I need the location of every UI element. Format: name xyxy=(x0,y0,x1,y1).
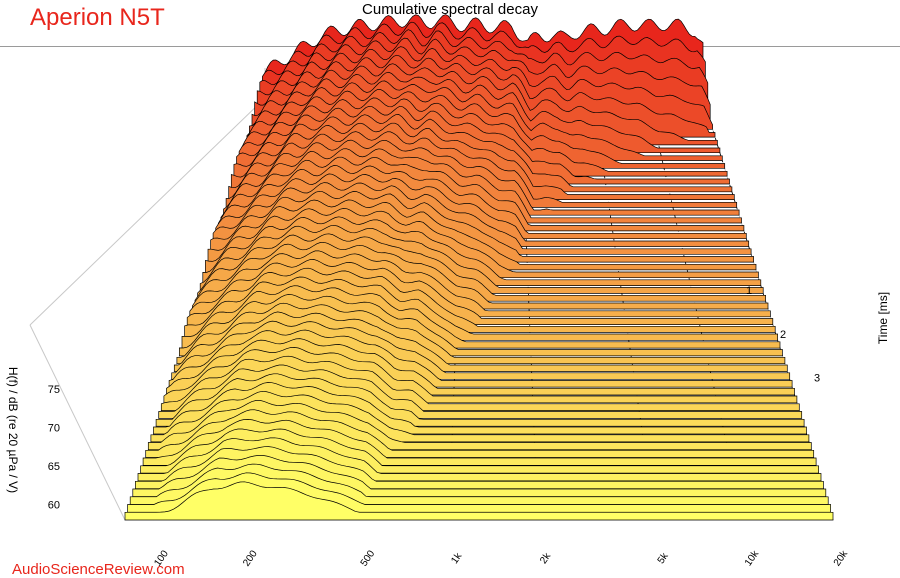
x-tick-label: 200 xyxy=(241,548,260,568)
time-tick-label: 3 xyxy=(814,373,820,385)
time-axis-label: Time [ms] xyxy=(876,291,890,345)
x-tick-label: 10k xyxy=(743,548,762,568)
x-tick-label: 20k xyxy=(832,548,851,568)
y-axis-label: H(f) / dB (re 20 µPa / V) xyxy=(6,366,20,494)
decay-slices xyxy=(124,14,834,521)
y-tick-label: 65 xyxy=(48,461,60,473)
watermark: AudioScienceReview.com xyxy=(12,561,185,578)
brand-title: Aperion N5T xyxy=(30,4,165,31)
x-tick-label: 5k xyxy=(656,550,672,566)
y-tick-label: 75 xyxy=(48,384,60,396)
y-tick-label: 60 xyxy=(48,500,60,512)
x-tick-label: 2k xyxy=(538,550,554,566)
chart-title: Cumulative spectral decay xyxy=(362,1,538,18)
time-tick-label: 1 xyxy=(746,285,752,297)
time-tick-label: 2 xyxy=(780,329,786,341)
y-tick-label: 70 xyxy=(48,423,60,435)
x-tick-label: 500 xyxy=(359,548,378,568)
x-tick-label: 1k xyxy=(449,550,465,566)
decay-slice xyxy=(124,481,834,521)
